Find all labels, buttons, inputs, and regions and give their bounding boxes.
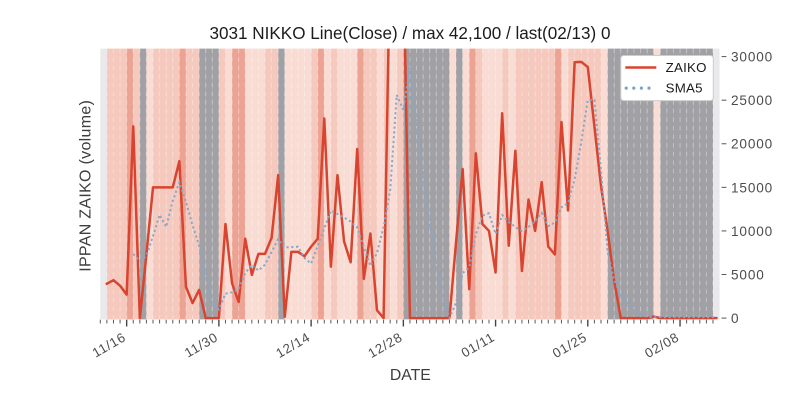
svg-text:10000: 10000 (731, 224, 773, 239)
svg-text:IPPAN ZAIKO (volume): IPPAN ZAIKO (volume) (78, 100, 95, 272)
svg-text:15000: 15000 (731, 180, 773, 195)
svg-text:25000: 25000 (731, 93, 773, 108)
svg-text:5000: 5000 (731, 267, 765, 282)
svg-text:ZAIKO: ZAIKO (666, 60, 707, 75)
svg-text:3031 NIKKO Line(Close) / max 4: 3031 NIKKO Line(Close) / max 42,100 / la… (210, 24, 611, 43)
svg-text:30000: 30000 (731, 50, 773, 65)
svg-text:SMA5: SMA5 (666, 81, 703, 96)
svg-text:DATE: DATE (390, 367, 431, 384)
svg-text:0: 0 (731, 311, 739, 326)
svg-text:20000: 20000 (731, 137, 773, 152)
